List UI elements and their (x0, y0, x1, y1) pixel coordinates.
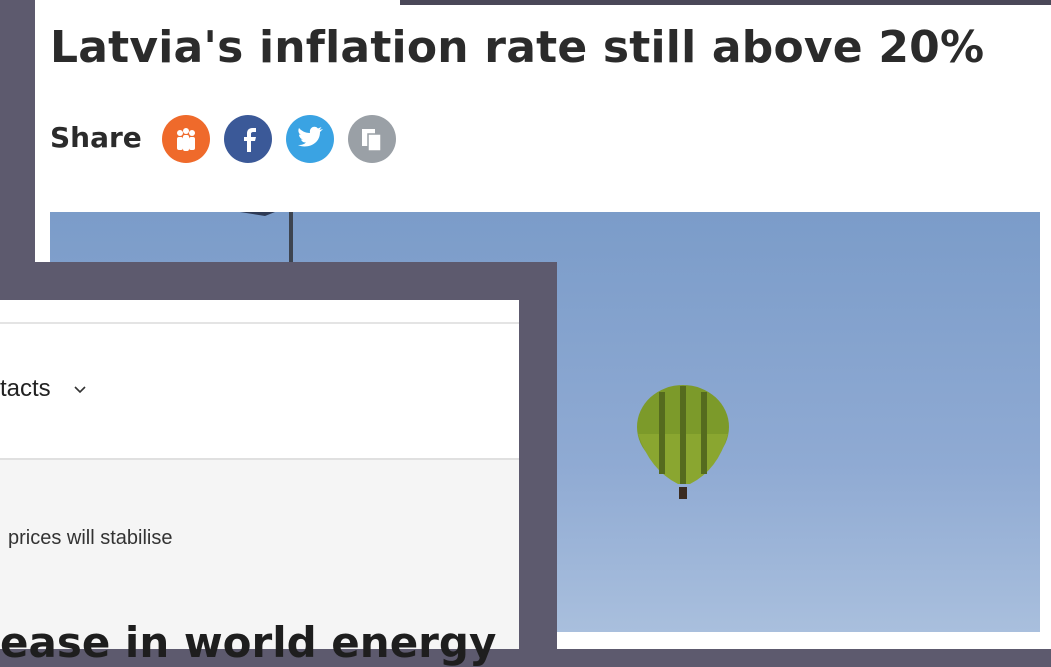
page: Latvia's inflation rate still above 20% … (0, 0, 1051, 649)
copy-button[interactable] (348, 115, 396, 163)
share-label: Share (50, 121, 142, 154)
background-strip (400, 0, 1051, 5)
subheading: prices will stabilise (8, 527, 173, 550)
headline: ease in world energy (0, 618, 496, 667)
dropdown-chevron[interactable] (72, 384, 88, 396)
article-title: Latvia's inflation rate still above 20% (50, 22, 984, 73)
menu-item[interactable]: tacts (0, 375, 51, 403)
divider (0, 322, 519, 324)
twitter-button[interactable] (286, 115, 334, 163)
draugiem-button[interactable] (162, 115, 210, 163)
share-icons (160, 114, 400, 164)
facebook-button[interactable] (224, 115, 272, 163)
